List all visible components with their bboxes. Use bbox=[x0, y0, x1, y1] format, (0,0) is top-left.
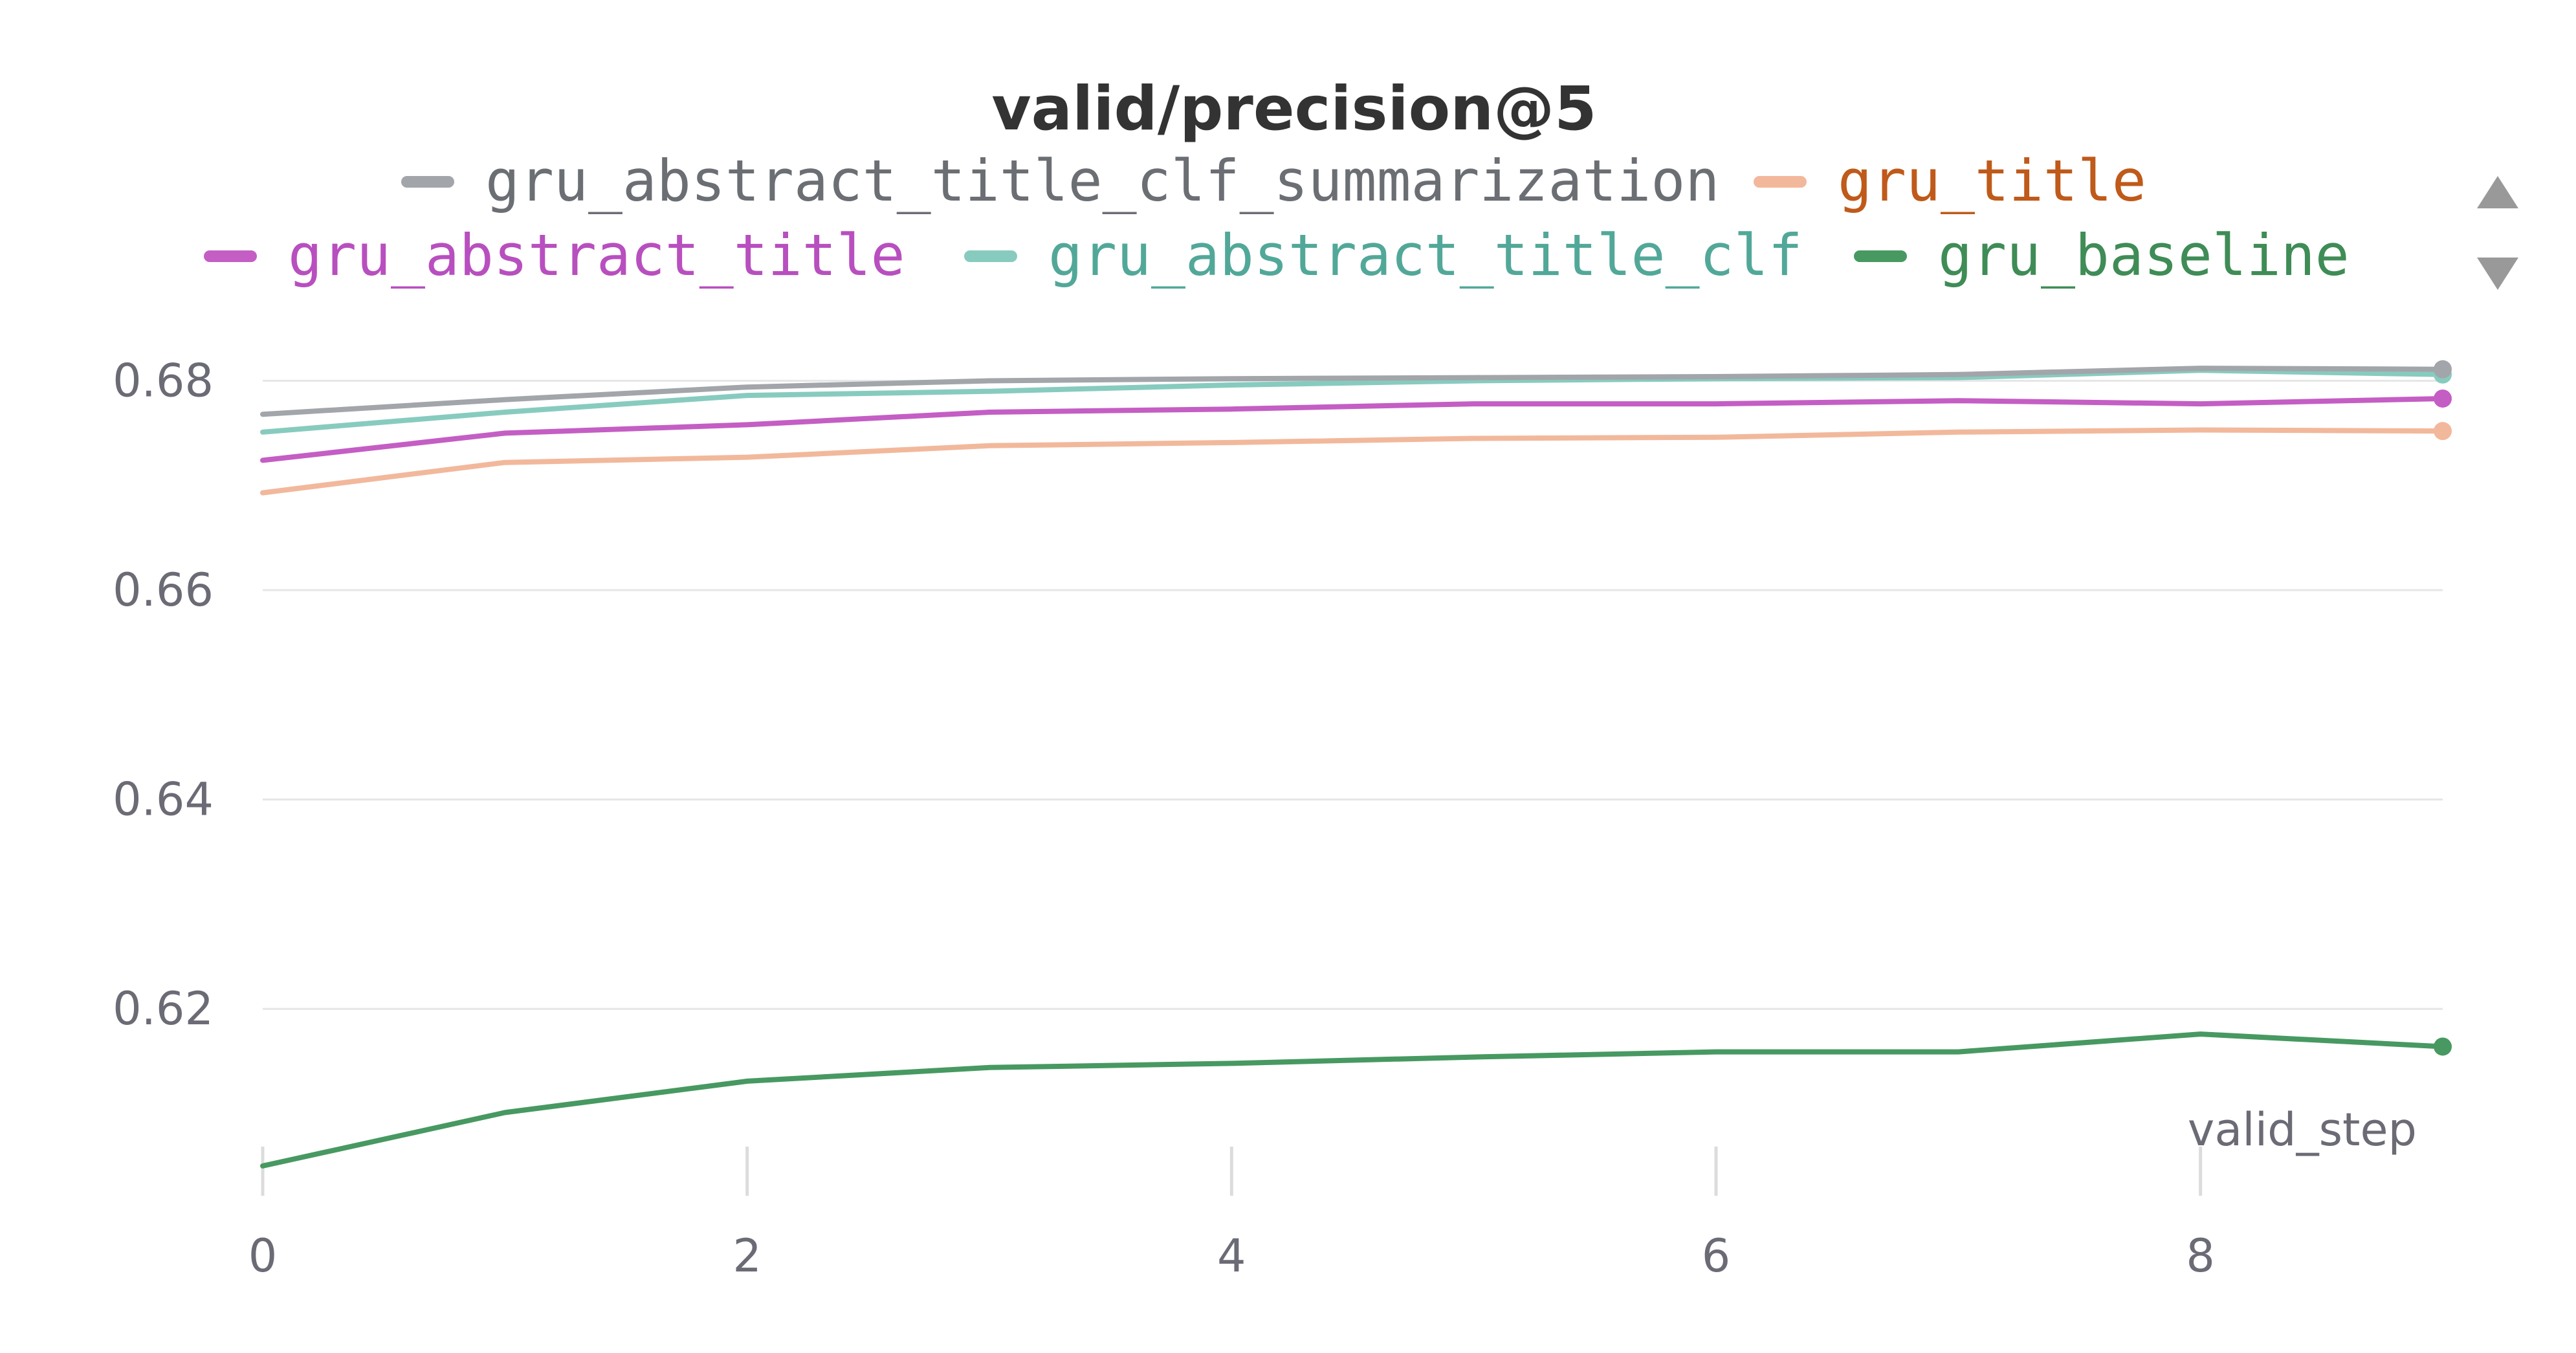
legend-label: gru_abstract_title bbox=[288, 222, 905, 289]
legend: gru_abstract_title_clf_summarization gru_… bbox=[204, 148, 2350, 289]
legend-item[interactable]: gru_abstract_title_clf bbox=[964, 222, 1803, 289]
y-axis: 0.62 0.64 0.66 0.68 bbox=[113, 354, 214, 1035]
series-end-marker bbox=[2434, 360, 2452, 379]
x-tick-label: 8 bbox=[2186, 1229, 2215, 1282]
series-end-marker bbox=[2434, 389, 2452, 408]
legend-item[interactable]: gru_abstract_title_clf_summarization bbox=[401, 148, 1719, 214]
x-axis: 0 2 4 6 8 bbox=[248, 1147, 2215, 1282]
y-tick-label: 0.64 bbox=[113, 773, 214, 826]
legend-scroll-up-button[interactable] bbox=[2465, 162, 2530, 226]
series-gru-abstract-title-clf bbox=[260, 365, 2452, 435]
triangle-up-icon bbox=[2477, 176, 2518, 208]
x-tick-label: 0 bbox=[248, 1229, 278, 1282]
series-gru-title bbox=[260, 422, 2452, 496]
x-tick-label: 2 bbox=[732, 1229, 762, 1282]
series-line bbox=[260, 1031, 2445, 1169]
legend-swatch bbox=[964, 250, 1017, 262]
legend-item[interactable]: gru_baseline bbox=[1854, 222, 2350, 289]
legend-label: gru_abstract_title_clf_summarization bbox=[485, 148, 1719, 214]
series-line bbox=[260, 366, 2445, 417]
chart-title: valid/precision@5 bbox=[991, 74, 1596, 144]
triangle-down-icon bbox=[2477, 258, 2518, 290]
y-tick-label: 0.62 bbox=[113, 982, 214, 1035]
legend-swatch bbox=[1754, 176, 1807, 188]
legend-item[interactable]: gru_abstract_title bbox=[204, 222, 905, 289]
series-line bbox=[260, 396, 2445, 463]
legend-label: gru_abstract_title_clf bbox=[1048, 222, 1803, 289]
series-end-marker bbox=[2434, 1037, 2452, 1056]
legend-item[interactable]: gru_title bbox=[1754, 148, 2146, 214]
series-gru-baseline bbox=[260, 1031, 2452, 1169]
y-tick-label: 0.66 bbox=[113, 564, 214, 617]
plot-area bbox=[260, 360, 2452, 1169]
x-tick-label: 4 bbox=[1217, 1229, 1246, 1282]
legend-swatch bbox=[204, 250, 257, 262]
series-end-marker bbox=[2434, 422, 2452, 441]
legend-label: gru_baseline bbox=[1938, 222, 2350, 289]
legend-swatch bbox=[401, 176, 454, 188]
legend-swatch bbox=[1854, 250, 1907, 262]
series-line bbox=[260, 427, 2445, 496]
x-axis-label: valid_step bbox=[2188, 1103, 2417, 1156]
grid bbox=[263, 379, 2443, 1010]
legend-scroll-down-button[interactable] bbox=[2465, 239, 2530, 304]
x-tick-label: 6 bbox=[1702, 1229, 1731, 1282]
series-gru-abstract-title bbox=[260, 389, 2452, 463]
y-tick-label: 0.68 bbox=[113, 354, 214, 407]
legend-label: gru_title bbox=[1838, 148, 2146, 214]
series-gru-abstract-title-clf-summarization bbox=[260, 360, 2452, 417]
